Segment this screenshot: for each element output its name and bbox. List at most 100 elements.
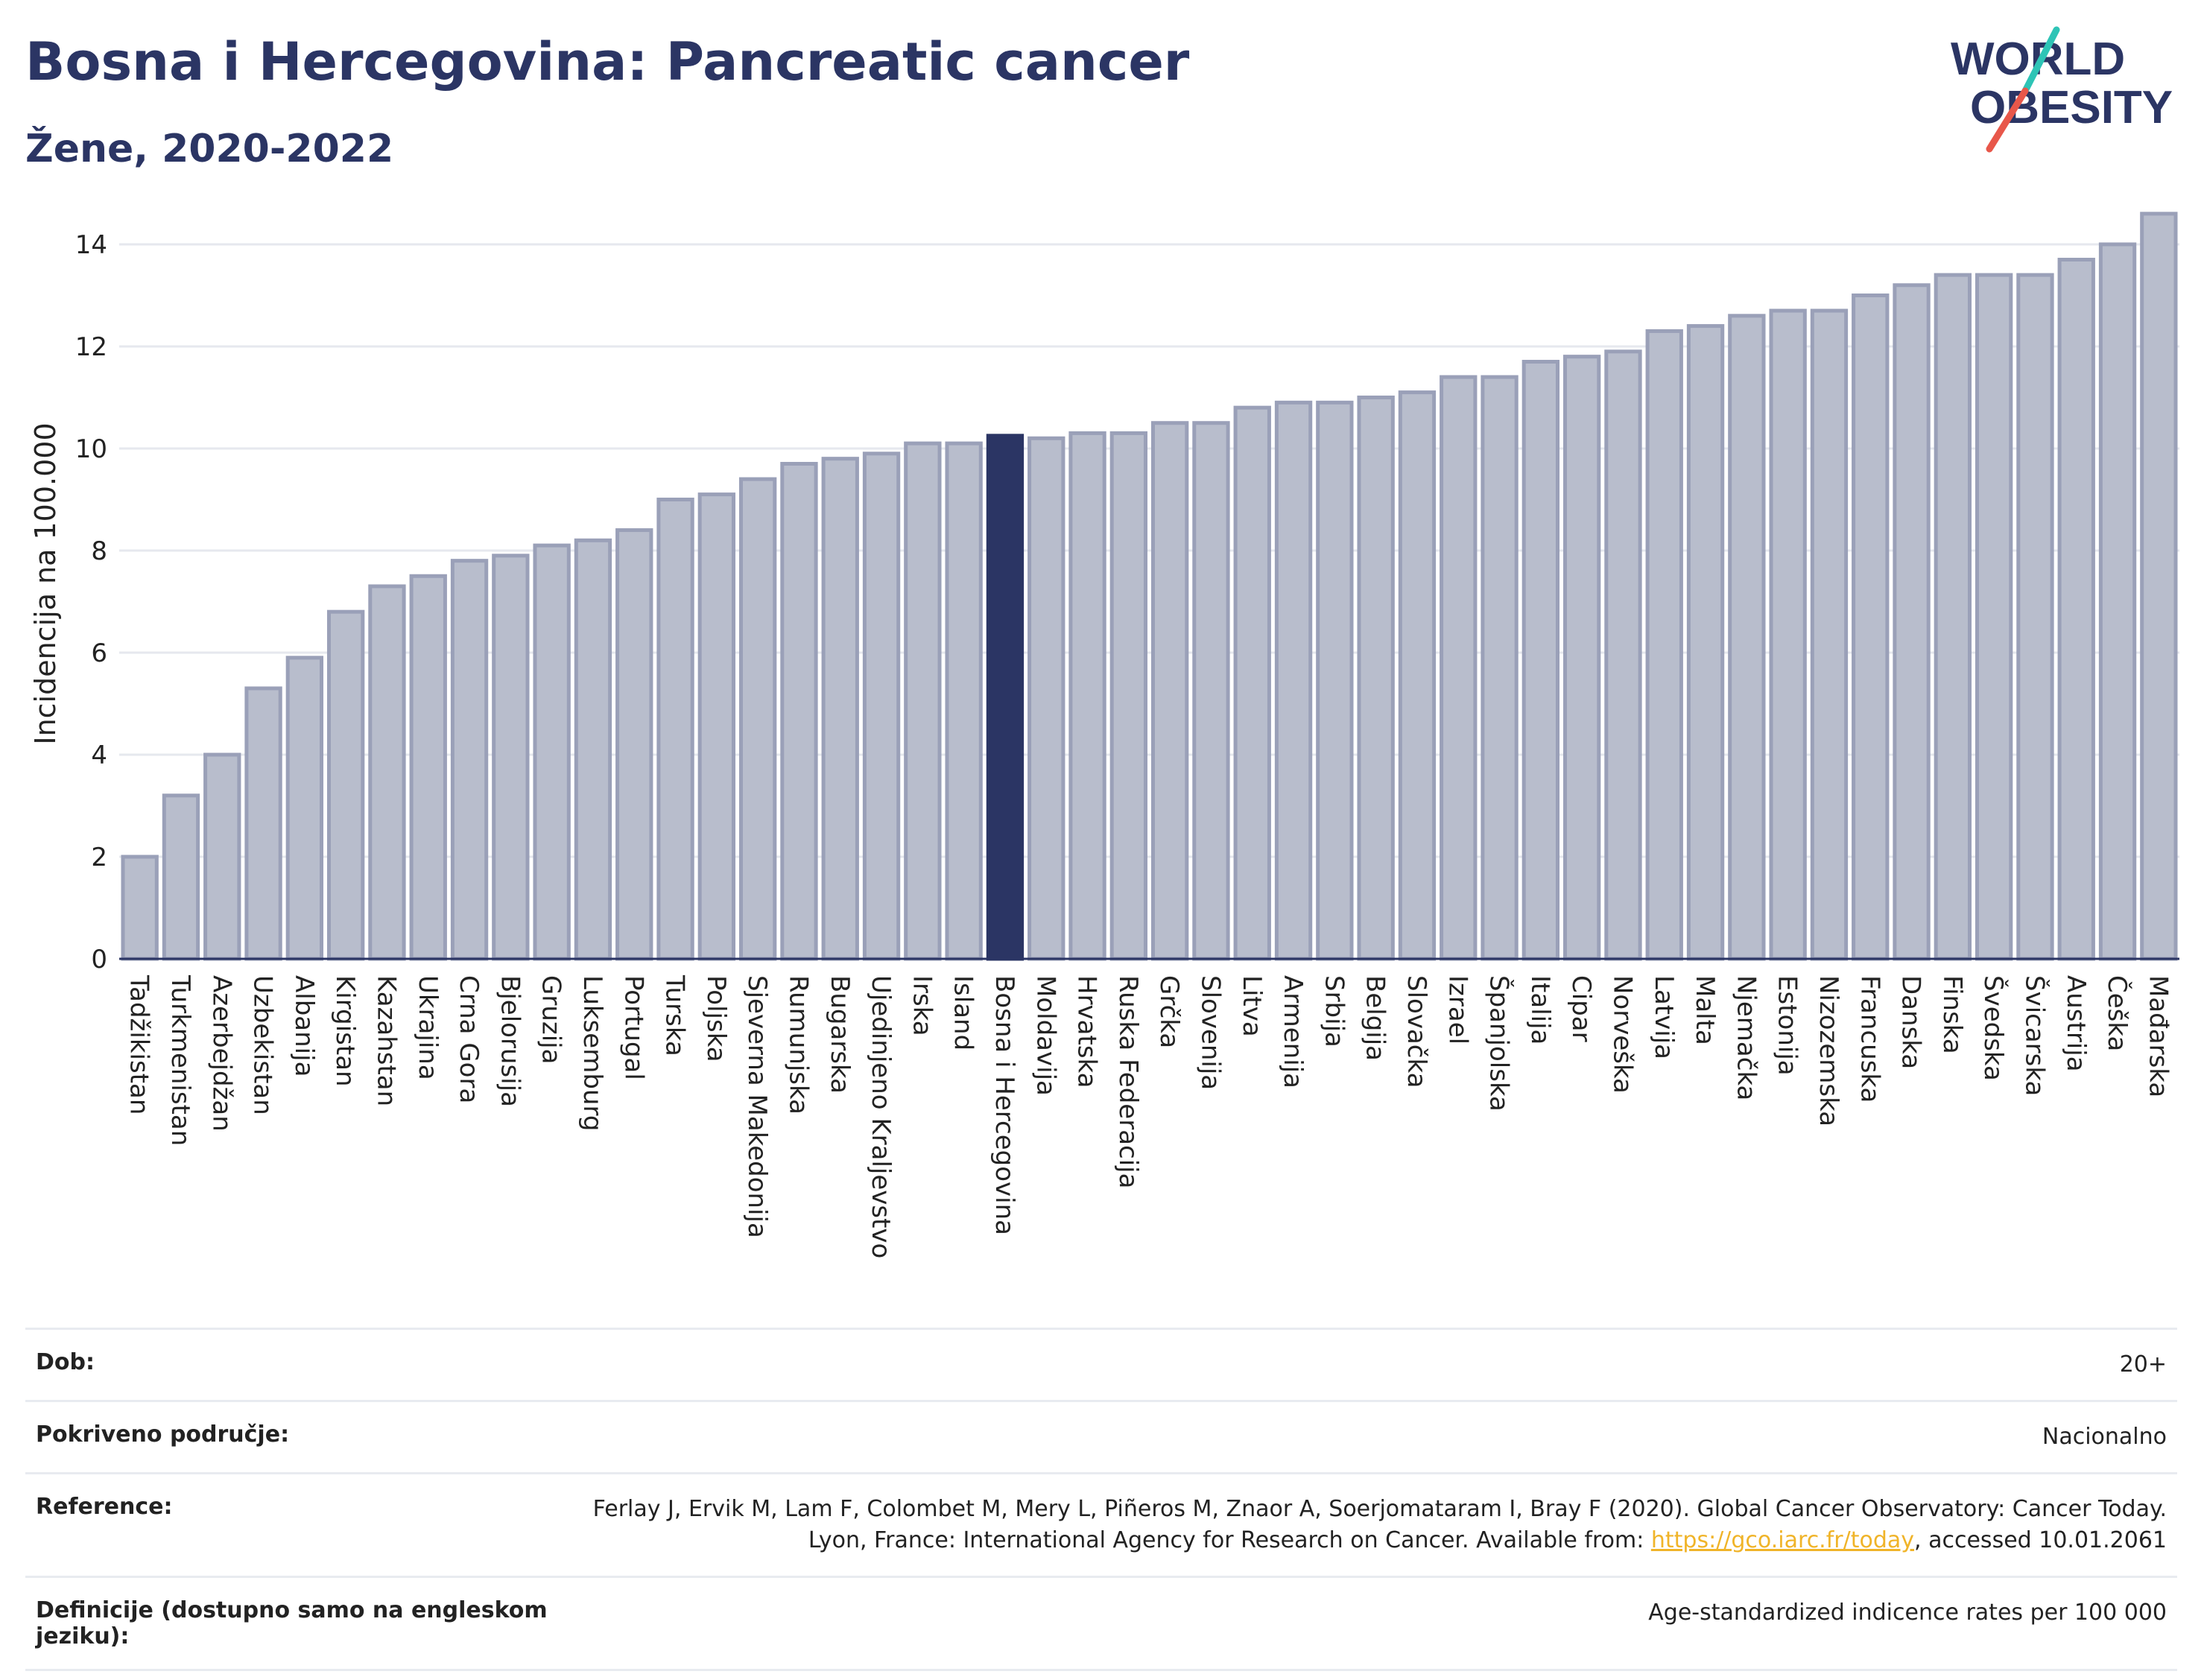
bar <box>1440 375 1478 961</box>
x-tick-label: Portugal <box>618 975 648 1080</box>
bar <box>1769 308 1807 961</box>
bar <box>409 574 447 961</box>
page-title: Bosna i Hercegovina: Pancreatic cancer <box>25 31 1190 92</box>
x-tick-label: Bugarska <box>825 975 855 1094</box>
bar <box>1150 421 1189 961</box>
x-tick-label: Crna Gora <box>454 975 484 1103</box>
bar <box>862 451 901 961</box>
bar <box>1645 329 1683 961</box>
x-tick-label: Italija <box>1525 975 1555 1045</box>
x-tick-label: Ukrajina <box>413 975 443 1080</box>
x-tick-label: Albanija <box>289 975 319 1077</box>
bar <box>780 462 818 961</box>
x-tick-label: Njemačka <box>1731 975 1761 1100</box>
x-tick-label: Srbija <box>1319 975 1349 1047</box>
y-tick-label: 8 <box>91 536 107 566</box>
x-tick-label: Turkmenistan <box>165 974 195 1146</box>
page-subtitle: Žene, 2020-2022 <box>25 127 394 171</box>
bar <box>533 543 571 961</box>
x-tick-label: Tadžikistan <box>124 974 154 1115</box>
y-tick-labels: 0 2 4 6 8 10 12 14 <box>75 230 107 974</box>
x-tick-label: Turska <box>660 974 690 1056</box>
world-obesity-logo: WORLD OBESITY <box>1951 26 2173 153</box>
bar <box>615 528 653 961</box>
footer-row-definitions: Definicije (dostupno samo na engleskom j… <box>25 1576 2177 1671</box>
bar <box>121 855 159 961</box>
reference-link[interactable]: https://gco.iarc.fr/today <box>1650 1527 1915 1553</box>
bar <box>1728 314 1766 961</box>
footer-value: Nacionalno <box>568 1400 2177 1474</box>
bar <box>1810 308 1849 961</box>
bar <box>1934 273 1972 961</box>
bar <box>656 497 694 961</box>
x-tick-label: Luksemburg <box>577 975 607 1131</box>
bar <box>2098 242 2137 961</box>
y-tick-label: 2 <box>91 843 107 872</box>
footer-row-coverage: Pokriveno područje: Nacionalno <box>25 1400 2177 1474</box>
x-tick-label: Danska <box>1896 975 1926 1069</box>
bar <box>1357 395 1395 961</box>
x-tick-label: Belgija <box>1361 975 1390 1061</box>
x-tick-label: Slovačka <box>1402 975 1431 1088</box>
footer-key: Reference: <box>25 1472 568 1577</box>
footer-key: Pokriveno područje: <box>25 1400 568 1474</box>
x-tick-label: Norveška <box>1607 975 1637 1094</box>
bars <box>121 212 2178 961</box>
bar <box>1975 273 2013 961</box>
x-tick-label: Sjeverna Makedonija <box>742 975 772 1238</box>
bar <box>1562 355 1601 961</box>
bar <box>2140 212 2178 961</box>
x-tick-label: Ujedinjeno Kraljevstvo <box>866 975 896 1258</box>
bar <box>821 457 859 961</box>
bar <box>2016 273 2054 961</box>
y-tick-label: 4 <box>91 741 107 770</box>
bar <box>1686 324 1725 961</box>
footer-value: 20+ <box>568 1328 2177 1401</box>
x-tick-label: Bosna i Hercegovina <box>989 975 1019 1235</box>
footer-value: Age-standardized indicence rates per 100… <box>568 1576 2177 1671</box>
x-tick-label: Finska <box>1937 975 1967 1054</box>
bar <box>162 793 200 961</box>
x-tick-label: Švedska <box>1978 975 2009 1081</box>
bar <box>945 441 983 961</box>
x-tick-label: Hrvatska <box>1072 975 1102 1088</box>
bar <box>1068 431 1106 961</box>
bar <box>492 554 530 961</box>
bar <box>1852 293 1890 961</box>
bar <box>1316 400 1354 961</box>
x-tick-label: Grčka <box>1154 975 1184 1048</box>
bar <box>1274 400 1313 961</box>
x-tick-label: Armenija <box>1278 975 1308 1088</box>
bar <box>203 752 241 961</box>
y-tick-label: 12 <box>75 332 107 362</box>
x-tick-label: Mađarska <box>2143 975 2173 1097</box>
x-tick-label: Malta <box>1690 975 1720 1045</box>
bar <box>244 686 282 961</box>
logo-slash-bottom <box>1986 87 2029 153</box>
x-tick-label: Latvija <box>1649 975 1679 1059</box>
bar-highlight <box>986 434 1025 961</box>
x-tick-label: Uzbekistan <box>248 975 278 1115</box>
bar <box>697 492 736 961</box>
bar <box>1192 421 1230 961</box>
x-tick-label: Ruska Federacija <box>1113 975 1143 1188</box>
x-tick-label: Slovenija <box>1195 975 1225 1090</box>
bar <box>1109 431 1148 961</box>
x-tick-label: Češka <box>2102 975 2132 1051</box>
x-tick-label: Island <box>949 975 978 1050</box>
y-axis-label: Incidencija na 100.000 <box>29 422 62 744</box>
x-tick-label: Francuska <box>1855 975 1884 1103</box>
reference-text: Ferlay J, Ervik M, Lam F, Colombet M, Me… <box>592 1496 2167 1553</box>
x-tick-label: Nizozemska <box>1814 975 1843 1126</box>
footer-row-age: Dob: 20+ <box>25 1328 2177 1401</box>
x-tick-label: Poljska <box>701 975 731 1062</box>
y-tick-label: 6 <box>91 638 107 668</box>
bar-chart: 0 2 4 6 8 10 12 14 Tadžikistan Turkmenistan Azerb… <box>29 212 2179 1258</box>
footer-row-reference: Reference: Ferlay J, Ervik M, Lam F, Col… <box>25 1472 2177 1577</box>
x-tick-label: Španjolska <box>1484 975 1515 1112</box>
x-tick-label: Cipar <box>1566 975 1596 1042</box>
bar <box>2057 258 2095 961</box>
bar <box>1893 283 1931 961</box>
bar <box>285 656 324 961</box>
x-tick-label: Izrael <box>1443 975 1472 1045</box>
